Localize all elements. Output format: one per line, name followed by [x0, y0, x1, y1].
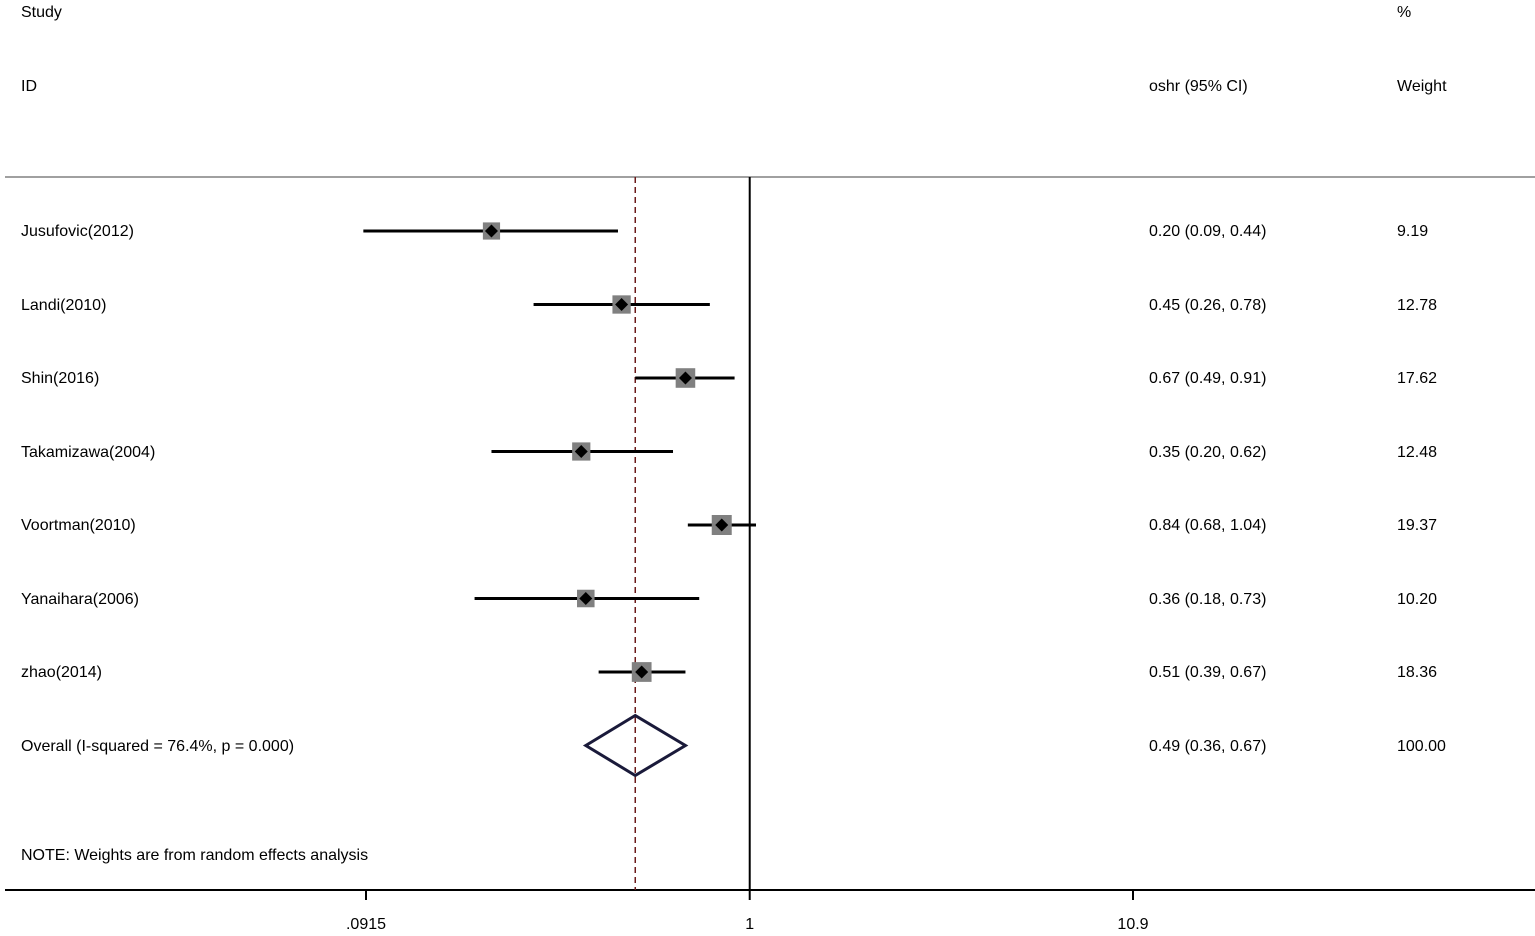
weight-value: 17.62	[1397, 370, 1438, 387]
note-text: NOTE: Weights are from random effects an…	[21, 847, 369, 864]
study-header: Study	[21, 4, 62, 21]
study-id: Takamizawa(2004)	[21, 443, 156, 461]
x-tick-label: .0915	[346, 916, 386, 933]
study-id: zhao(2014)	[21, 664, 102, 681]
overall-effect-text: 0.49 (0.36, 0.67)	[1149, 737, 1267, 755]
weight-value: 18.36	[1397, 664, 1438, 681]
study-id: Yanaihara(2006)	[21, 590, 140, 608]
effect-header: oshr (95% CI)	[1149, 78, 1248, 95]
percent-header: %	[1397, 4, 1412, 21]
point-estimate	[615, 298, 629, 311]
x-tick-label: 1	[745, 916, 754, 933]
effect-ci-text: 0.35 (0.20, 0.62)	[1149, 443, 1267, 461]
overall-label: Overall (I-squared = 76.4%, p = 0.000)	[21, 737, 295, 755]
overall-diamond	[582, 713, 689, 778]
point-estimate	[678, 371, 692, 385]
effect-ci-text: 0.45 (0.26, 0.78)	[1149, 296, 1267, 314]
study-id: Jusufovic(2012)	[21, 223, 134, 240]
point-estimate	[715, 518, 729, 532]
effect-ci-text: 0.84 (0.68, 1.04)	[1149, 517, 1267, 534]
point-estimate	[484, 224, 498, 238]
weight-value: 12.48	[1397, 443, 1438, 461]
point-estimate	[579, 592, 593, 605]
study-id: Landi(2010)	[21, 296, 107, 314]
point-estimate	[574, 445, 588, 458]
study-id: Voortman(2010)	[21, 517, 136, 534]
point-estimate	[635, 665, 649, 679]
weight-value: 9.19	[1397, 223, 1429, 240]
weight-value: 10.20	[1397, 590, 1438, 608]
study-id: Shin(2016)	[21, 370, 100, 387]
id-header: ID	[21, 78, 37, 95]
effect-ci-text: 0.51 (0.39, 0.67)	[1149, 664, 1267, 681]
weight-header: Weight	[1397, 78, 1447, 95]
effect-ci-text: 0.20 (0.09, 0.44)	[1149, 223, 1267, 240]
x-tick-label: 10.9	[1117, 916, 1148, 933]
effect-ci-text: 0.67 (0.49, 0.91)	[1149, 370, 1267, 387]
weight-value: 12.78	[1397, 296, 1438, 314]
overall-weight: 100.00	[1397, 737, 1446, 755]
weight-value: 19.37	[1397, 517, 1438, 534]
effect-ci-text: 0.36 (0.18, 0.73)	[1149, 590, 1267, 608]
